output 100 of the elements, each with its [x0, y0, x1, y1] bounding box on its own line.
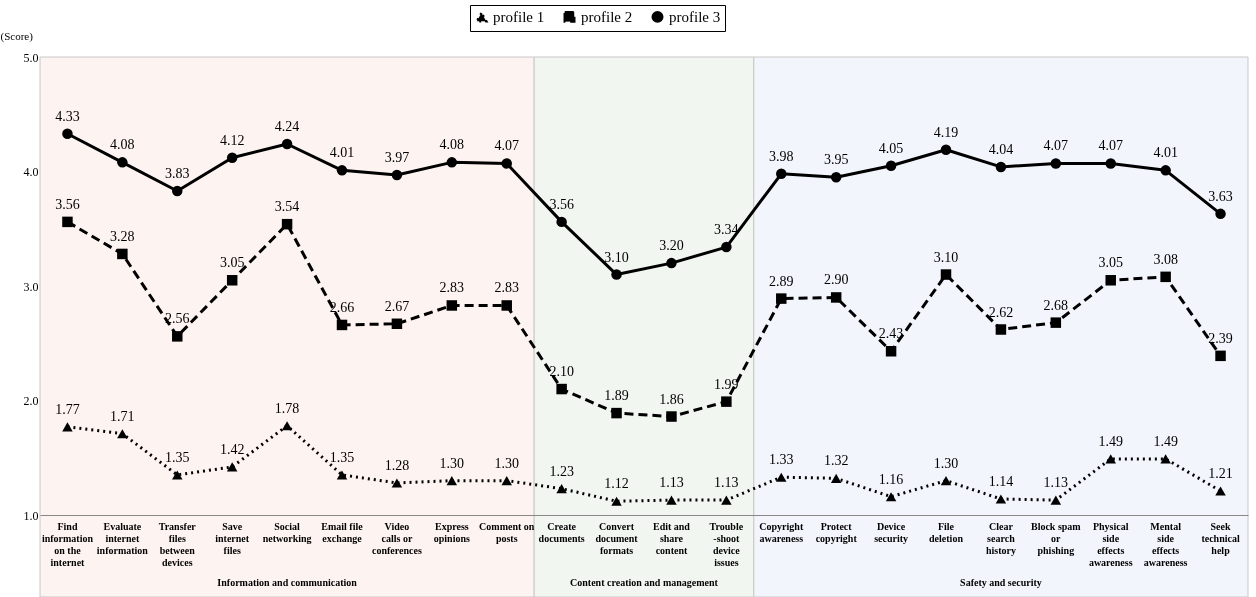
data-label: 1.86 — [659, 391, 684, 407]
data-label: 1.89 — [604, 388, 629, 404]
data-label: 4.04 — [988, 141, 1014, 157]
point — [830, 292, 842, 303]
y-tick-label: 2.0 — [23, 394, 39, 408]
data-label: 4.07 — [494, 138, 519, 154]
data-label: 3.10 — [604, 249, 629, 265]
point — [501, 300, 512, 311]
data-label: 1.16 — [878, 471, 904, 487]
data-label: 3.56 — [55, 196, 80, 212]
data-label: 4.12 — [219, 132, 245, 148]
data-label: 2.83 — [439, 280, 465, 296]
point — [1215, 350, 1226, 362]
data-label: 3.83 — [165, 165, 190, 181]
data-label: 1.30 — [933, 455, 959, 471]
data-label: 2.89 — [769, 273, 794, 289]
point — [281, 218, 293, 230]
point — [446, 476, 458, 486]
band-label: Content creation and management — [570, 577, 719, 588]
data-label: 1.42 — [219, 441, 245, 457]
point — [885, 346, 897, 357]
point — [172, 185, 183, 197]
data-label: 4.07 — [1043, 138, 1069, 154]
data-label: 2.10 — [549, 364, 574, 380]
data-label: 3.63 — [1208, 188, 1233, 204]
point — [995, 324, 1007, 335]
point — [666, 495, 677, 505]
point — [556, 216, 567, 228]
data-label: 3.10 — [933, 249, 959, 265]
x-tick-label: Comment on posts — [479, 520, 535, 544]
point — [995, 494, 1007, 504]
point — [1160, 271, 1171, 283]
point — [1050, 158, 1062, 169]
data-label: 2.66 — [329, 299, 355, 315]
x-tick-label: Express opinions — [433, 520, 470, 544]
legend-label: profile 3 — [669, 8, 721, 25]
y-tick-label: 4.0 — [23, 165, 39, 179]
point — [776, 472, 787, 482]
x-tick-label: Copyright awareness — [759, 520, 804, 544]
x-tick-label: Mental side effects awareness — [1143, 520, 1188, 568]
point — [1050, 317, 1062, 328]
point — [611, 496, 622, 506]
point — [611, 269, 622, 280]
point — [62, 422, 73, 432]
point — [117, 429, 128, 439]
point — [117, 248, 128, 260]
point — [666, 257, 677, 269]
x-tick-label: Email file exchange — [321, 520, 364, 544]
point — [336, 470, 348, 480]
data-label: 1.30 — [494, 455, 519, 471]
point — [1105, 454, 1116, 464]
data-label: 1.77 — [55, 401, 80, 417]
point — [1105, 275, 1116, 286]
x-tick-label: Seek technical help — [1201, 520, 1240, 556]
data-label: 1.12 — [604, 476, 629, 492]
data-label: 1.13 — [659, 475, 684, 491]
point — [885, 160, 897, 172]
data-label: 4.19 — [933, 124, 959, 140]
legend-label: profile 2 — [581, 8, 633, 25]
data-label: 1.35 — [329, 449, 355, 465]
x-tick-label: Transfer files between devices — [158, 520, 197, 568]
x-tick-label: File deletion — [929, 520, 964, 544]
point — [226, 462, 238, 472]
data-label: 3.56 — [549, 196, 574, 212]
point — [721, 241, 732, 253]
point — [940, 269, 952, 280]
band-label: Safety and security — [960, 577, 1042, 588]
x-tick-label: Find information on the internet — [41, 520, 94, 568]
x-tick-label: Edit and share content — [652, 520, 691, 556]
point — [940, 476, 952, 486]
data-label: 2.67 — [384, 298, 410, 314]
data-label: 3.97 — [384, 149, 410, 165]
point — [885, 492, 897, 502]
data-label: 1.13 — [1043, 475, 1069, 491]
data-label: 4.01 — [1153, 145, 1178, 161]
data-label: 3.34 — [714, 222, 739, 238]
data-label: 4.33 — [55, 108, 80, 124]
data-label: 2.39 — [1208, 330, 1233, 346]
x-tick-label: Device security — [874, 520, 909, 544]
data-label: 4.24 — [274, 119, 300, 135]
point — [556, 383, 567, 395]
point — [556, 484, 567, 494]
data-label: 1.49 — [1098, 433, 1123, 449]
data-label: 4.01 — [329, 145, 355, 161]
y-tick-label: 3.0 — [23, 279, 39, 294]
point — [62, 128, 73, 139]
data-label: 2.62 — [988, 304, 1014, 320]
data-label: 3.08 — [1153, 251, 1178, 267]
data-label: 1.28 — [384, 457, 410, 473]
data-label: 3.98 — [769, 148, 794, 164]
point — [226, 152, 238, 163]
data-label: 1.32 — [823, 453, 849, 469]
data-label: 1.21 — [1208, 465, 1233, 481]
point — [391, 169, 403, 181]
point — [336, 319, 348, 331]
data-label: 3.54 — [274, 199, 300, 215]
point — [940, 144, 952, 155]
point — [666, 411, 677, 422]
point — [1160, 165, 1171, 176]
data-label: 1.23 — [549, 463, 574, 479]
